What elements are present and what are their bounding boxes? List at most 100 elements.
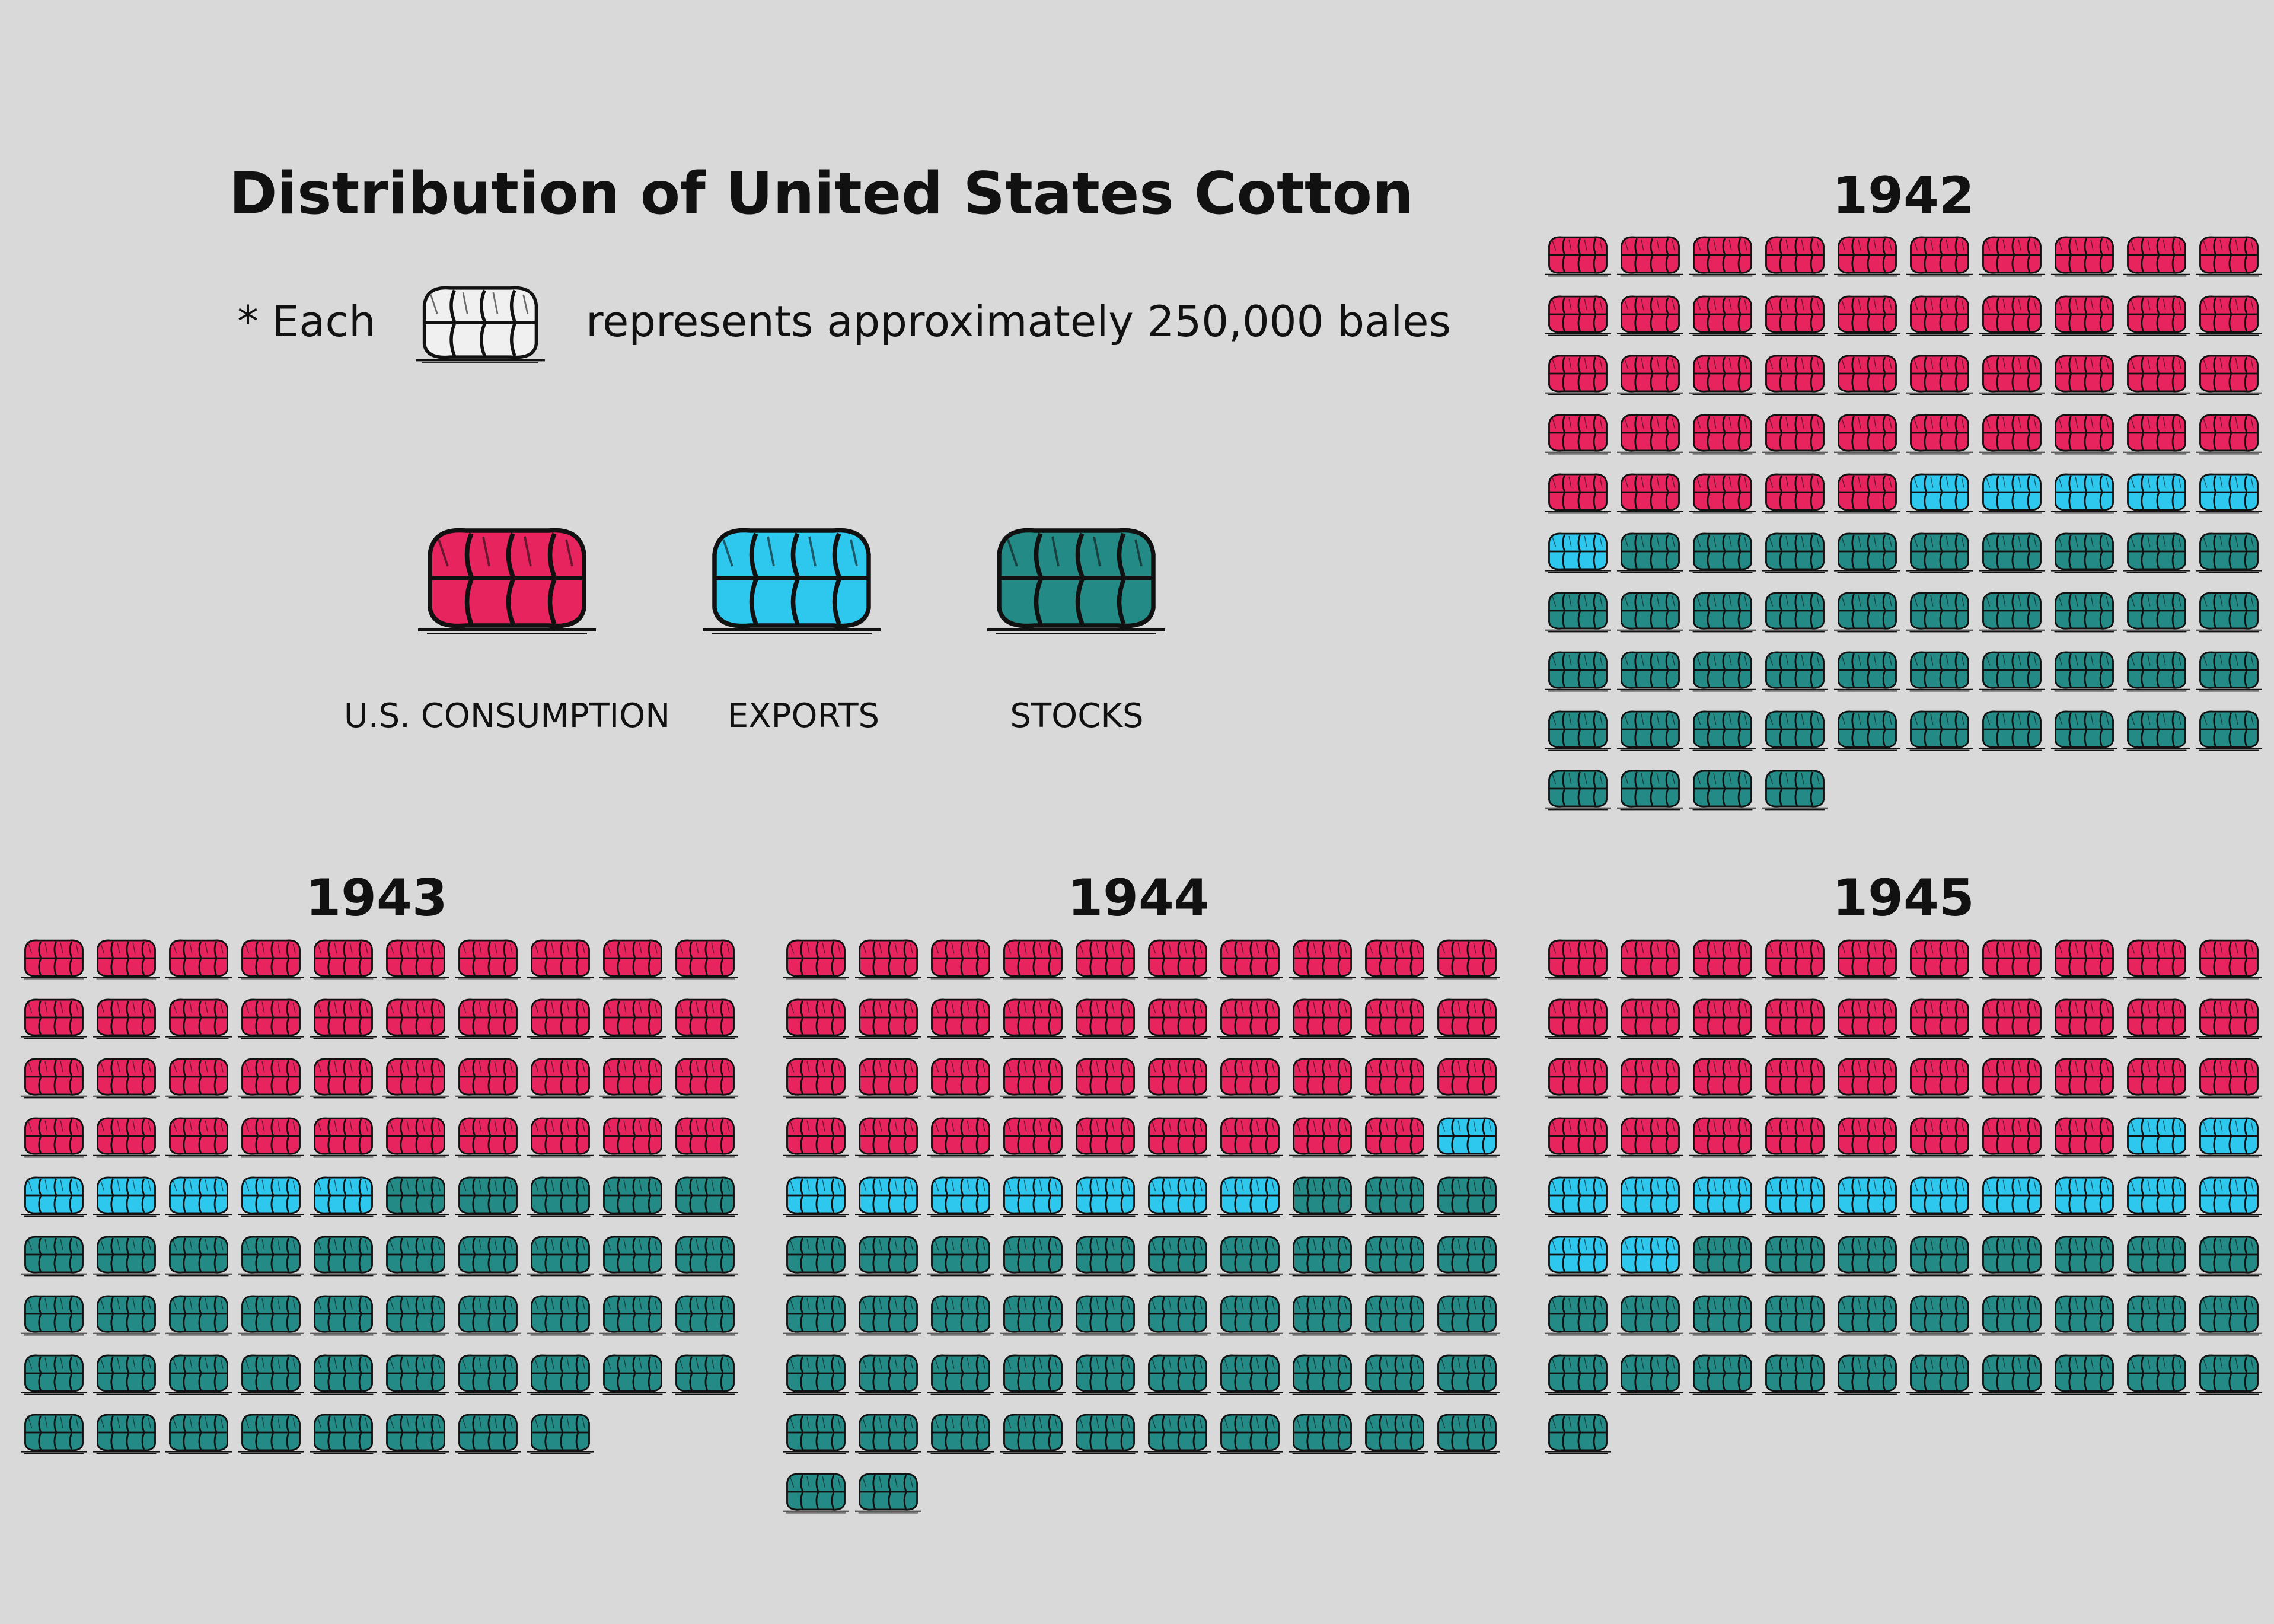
bale-stocks-1943 (527, 1414, 594, 1454)
bale-consumption-1943 (599, 998, 666, 1039)
pictograph-1944 (783, 936, 1518, 1529)
bale-consumption-1944 (1361, 1058, 1428, 1099)
bale-consumption-1943 (21, 939, 87, 980)
bale-consumption-1942 (1762, 473, 1828, 514)
bale-consumption-1942 (1545, 355, 1611, 395)
bale-exports-1945 (1617, 1176, 1683, 1217)
bale-consumption-1944 (927, 998, 994, 1039)
bale-stocks-1942 (1979, 592, 2045, 633)
bale-stocks-1945 (2196, 1354, 2262, 1395)
bale-stocks-1942 (2123, 592, 2190, 633)
bale-consumption-1944 (1144, 939, 1211, 980)
bale-stocks-1944 (1361, 1176, 1428, 1217)
bale-consumption-1945 (1762, 939, 1828, 980)
bale-consumption-1942 (1617, 355, 1683, 395)
bale-consumption-1945 (1834, 1058, 1900, 1099)
bale-consumption-1942 (1906, 295, 1973, 336)
bale-consumption-1944 (783, 939, 849, 980)
bale-stocks-1943 (238, 1354, 304, 1395)
unit-note-prefix: * Each (237, 296, 376, 346)
bale-consumption-1945 (1617, 939, 1683, 980)
bale-stocks-1942 (2196, 592, 2262, 633)
bale-stocks-1944 (1289, 1295, 1356, 1336)
bale-consumption-1945 (1617, 1117, 1683, 1158)
bale-consumption-1942 (1617, 473, 1683, 514)
bale-consumption-1945 (2196, 939, 2262, 980)
bale-stocks-1945 (2123, 1236, 2190, 1277)
bale-consumption-1943 (455, 1058, 521, 1099)
bale-stocks-1943 (599, 1354, 666, 1395)
bale-stocks-1943 (21, 1295, 87, 1336)
bale-stocks-1945 (2196, 1236, 2262, 1277)
bale-consumption-1943 (238, 1058, 304, 1099)
bale-consumption-1942 (1689, 355, 1756, 395)
bale-stocks-1943 (93, 1414, 160, 1454)
bale-stocks-1942 (1906, 532, 1973, 573)
bale-consumption-1942 (1979, 236, 2045, 277)
bale-stocks-1945 (1979, 1295, 2045, 1336)
bale-consumption-1945 (1834, 998, 1900, 1039)
bale-consumption-1945 (2051, 998, 2117, 1039)
bale-consumption-1945 (2196, 998, 2262, 1039)
bale-stocks-1943 (599, 1236, 666, 1277)
bale-stocks-1944 (1289, 1354, 1356, 1395)
chart-title: Distribution of United States Cotton (229, 160, 1414, 228)
bale-stocks-1943 (455, 1414, 521, 1454)
bale-exports-1945 (1689, 1176, 1756, 1217)
bale-stocks-1944 (1144, 1414, 1211, 1454)
bale-stocks-1945 (2051, 1236, 2117, 1277)
bale-consumption-1943 (527, 939, 594, 980)
bale-stocks-1943 (165, 1295, 232, 1336)
bale-stocks-1944 (1072, 1236, 1138, 1277)
bale-consumption-1945 (1762, 998, 1828, 1039)
bale-stocks-1944 (1289, 1236, 1356, 1277)
bale-consumption-1943 (165, 1058, 232, 1099)
legend-icon-stocks (972, 522, 1180, 634)
year-title-1945: 1945 (1832, 869, 1975, 928)
bale-consumption-1942 (2051, 236, 2117, 277)
bale-consumption-1945 (1906, 1058, 1973, 1099)
bale-consumption-1943 (93, 998, 160, 1039)
bale-stocks-1944 (1434, 1236, 1500, 1277)
bale-stocks-1944 (1072, 1414, 1138, 1454)
bale-exports-1945 (1906, 1176, 1973, 1217)
bale-stocks-1945 (2123, 1295, 2190, 1336)
bale-consumption-1942 (1689, 295, 1756, 336)
bale-stocks-1944 (855, 1354, 921, 1395)
bale-stocks-1944 (855, 1295, 921, 1336)
bale-exports-1945 (1834, 1176, 1900, 1217)
bale-stocks-1945 (2196, 1295, 2262, 1336)
bale-stocks-1942 (1834, 710, 1900, 751)
bale-stocks-1943 (238, 1236, 304, 1277)
bale-consumption-1944 (1217, 998, 1283, 1039)
bale-stocks-1944 (783, 1473, 849, 1514)
bale-stocks-1945 (2123, 1354, 2190, 1395)
bale-stocks-1944 (1217, 1236, 1283, 1277)
bale-consumption-1942 (1906, 236, 1973, 277)
bale-stocks-1945 (1617, 1295, 1683, 1336)
bale-stocks-1942 (1906, 710, 1973, 751)
bale-consumption-1943 (238, 939, 304, 980)
bale-stocks-1944 (1072, 1354, 1138, 1395)
bale-consumption-1943 (310, 1117, 377, 1158)
bale-stocks-1942 (2051, 532, 2117, 573)
bale-exports-1942 (1906, 473, 1973, 514)
bale-consumption-1944 (783, 1117, 849, 1158)
bale-consumption-1943 (455, 998, 521, 1039)
bale-stocks-1942 (2196, 532, 2262, 573)
bale-consumption-1942 (2123, 355, 2190, 395)
bale-stocks-1943 (672, 1295, 738, 1336)
bale-stocks-1943 (310, 1354, 377, 1395)
bale-stocks-1942 (1762, 592, 1828, 633)
bale-stocks-1944 (1217, 1354, 1283, 1395)
bale-stocks-1944 (927, 1236, 994, 1277)
bale-stocks-1944 (783, 1236, 849, 1277)
bale-stocks-1942 (1617, 532, 1683, 573)
bale-consumption-1944 (1289, 939, 1356, 980)
bale-exports-1944 (855, 1176, 921, 1217)
bale-stocks-1944 (1361, 1354, 1428, 1395)
bale-consumption-1943 (238, 998, 304, 1039)
bale-stocks-1944 (1072, 1295, 1138, 1336)
bale-exports-1945 (1979, 1176, 2045, 1217)
bale-exports-1942 (2196, 473, 2262, 514)
